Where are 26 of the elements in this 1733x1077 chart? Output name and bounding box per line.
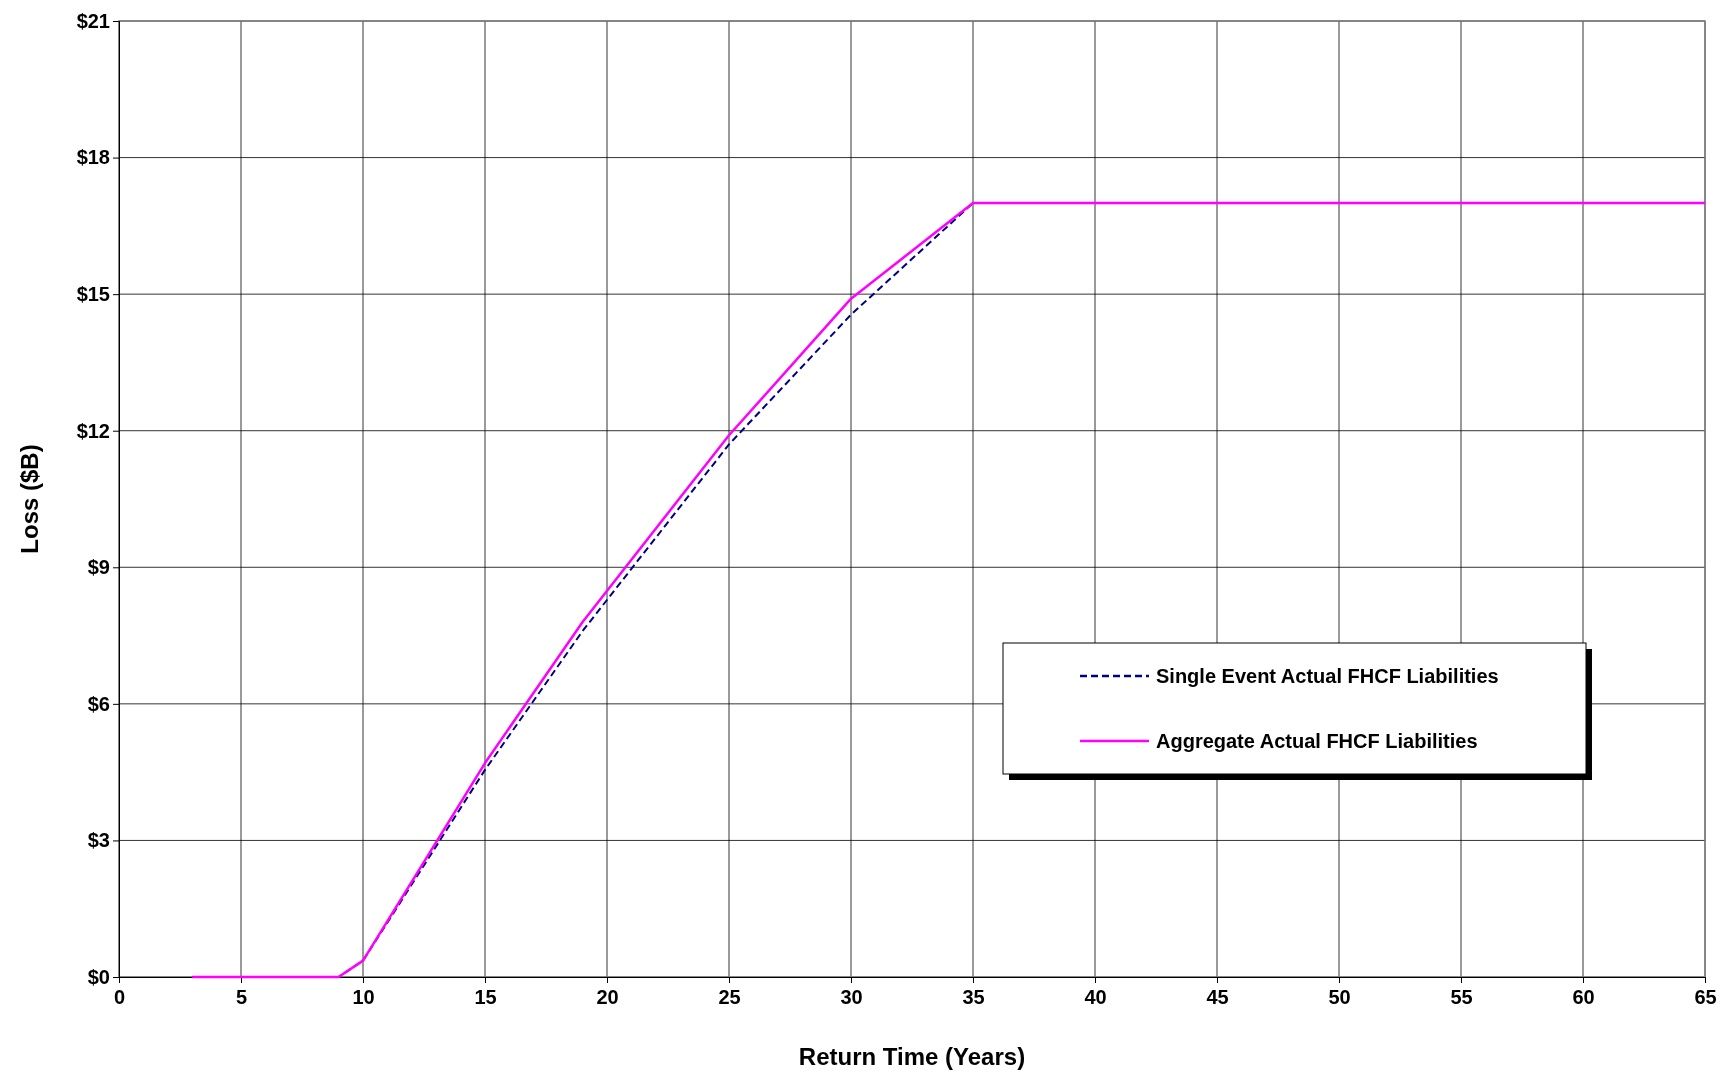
x-tick-label: 50 xyxy=(1328,986,1351,1008)
x-tick-label: 55 xyxy=(1450,986,1473,1008)
x-tick-label: 35 xyxy=(962,986,985,1008)
y-tick-label: $0 xyxy=(87,965,110,988)
x-tick-label: 45 xyxy=(1206,986,1229,1008)
legend-label: Aggregate Actual FHCF Liabilities xyxy=(1156,730,1478,752)
x-tick-label: 60 xyxy=(1572,986,1595,1008)
legend-label: Single Event Actual FHCF Liabilities xyxy=(1156,665,1499,687)
x-tick-label: 10 xyxy=(352,986,375,1008)
x-axis-title: Return Time (Years) xyxy=(798,1043,1026,1070)
y-axis-title: Loss ($B) xyxy=(16,444,43,554)
y-tick-label: $6 xyxy=(87,692,110,715)
y-tick-label: $15 xyxy=(76,283,110,306)
y-tick-label: $9 xyxy=(87,556,110,579)
x-tick-label: 40 xyxy=(1084,986,1107,1008)
x-tick-label: 25 xyxy=(718,986,741,1008)
y-tick-label: $12 xyxy=(76,419,110,442)
x-tick-label: 5 xyxy=(235,986,248,1008)
y-tick-label: $21 xyxy=(76,9,110,32)
x-tick-label: 0 xyxy=(113,986,126,1008)
x-tick-label: 15 xyxy=(474,986,497,1008)
y-tick-label: $3 xyxy=(87,829,110,852)
y-tick-label: $18 xyxy=(76,146,110,169)
x-tick-label: 20 xyxy=(596,986,619,1008)
x-tick-label: 30 xyxy=(840,986,863,1008)
x-tick-label: 65 xyxy=(1694,986,1717,1008)
